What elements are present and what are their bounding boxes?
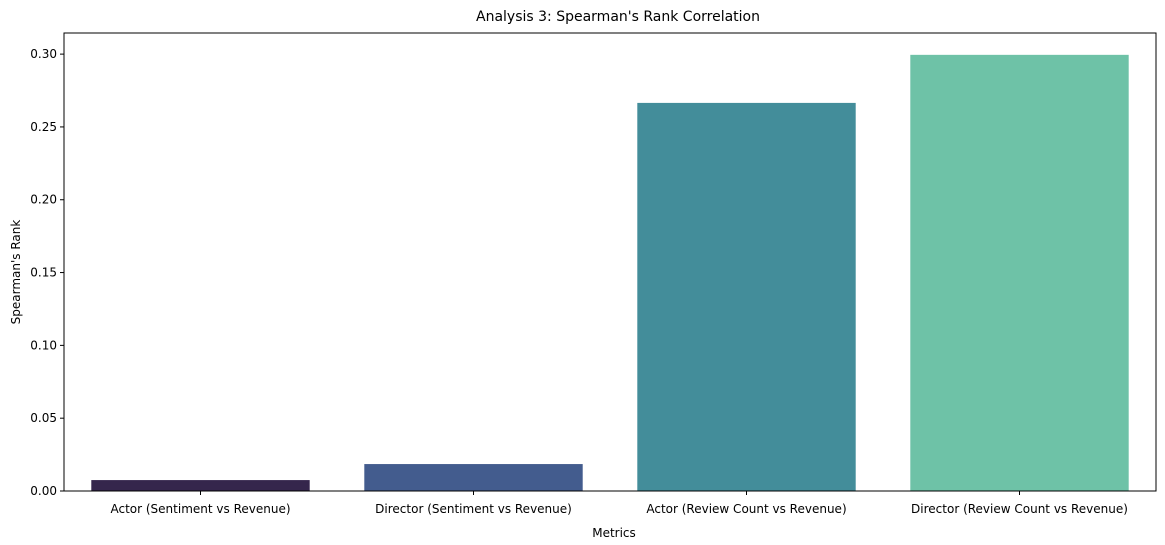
y-tick-label-3: 0.10 <box>30 338 57 352</box>
x-axis: Actor (Sentiment vs Revenue) Director (Se… <box>110 491 1127 516</box>
x-axis-label: Metrics <box>592 526 636 540</box>
y-axis: 0.00 0.05 0.10 0.15 0.20 0.25 0.30 <box>30 47 64 498</box>
bar-3 <box>637 103 855 491</box>
y-tick-label-4: 0.15 <box>30 266 57 280</box>
bar-2 <box>364 464 582 491</box>
y-tick-label-5: 0.20 <box>30 193 57 207</box>
bar-1 <box>91 480 309 491</box>
y-tick-label-6: 0.25 <box>30 120 57 134</box>
x-tick-label-1: Actor (Sentiment vs Revenue) <box>110 502 290 516</box>
y-axis-label: Spearman's Rank <box>9 220 23 325</box>
x-tick-label-4: Director (Review Count vs Revenue) <box>911 502 1128 516</box>
x-tick-label-3: Actor (Review Count vs Revenue) <box>646 502 846 516</box>
bars-group <box>91 55 1128 491</box>
y-tick-label-1: 0.00 <box>30 484 57 498</box>
y-tick-label-2: 0.05 <box>30 411 57 425</box>
bar-4 <box>910 55 1128 491</box>
chart-title: Analysis 3: Spearman's Rank Correlation <box>476 9 760 25</box>
x-tick-label-2: Director (Sentiment vs Revenue) <box>375 502 572 516</box>
y-tick-label-7: 0.30 <box>30 47 57 61</box>
